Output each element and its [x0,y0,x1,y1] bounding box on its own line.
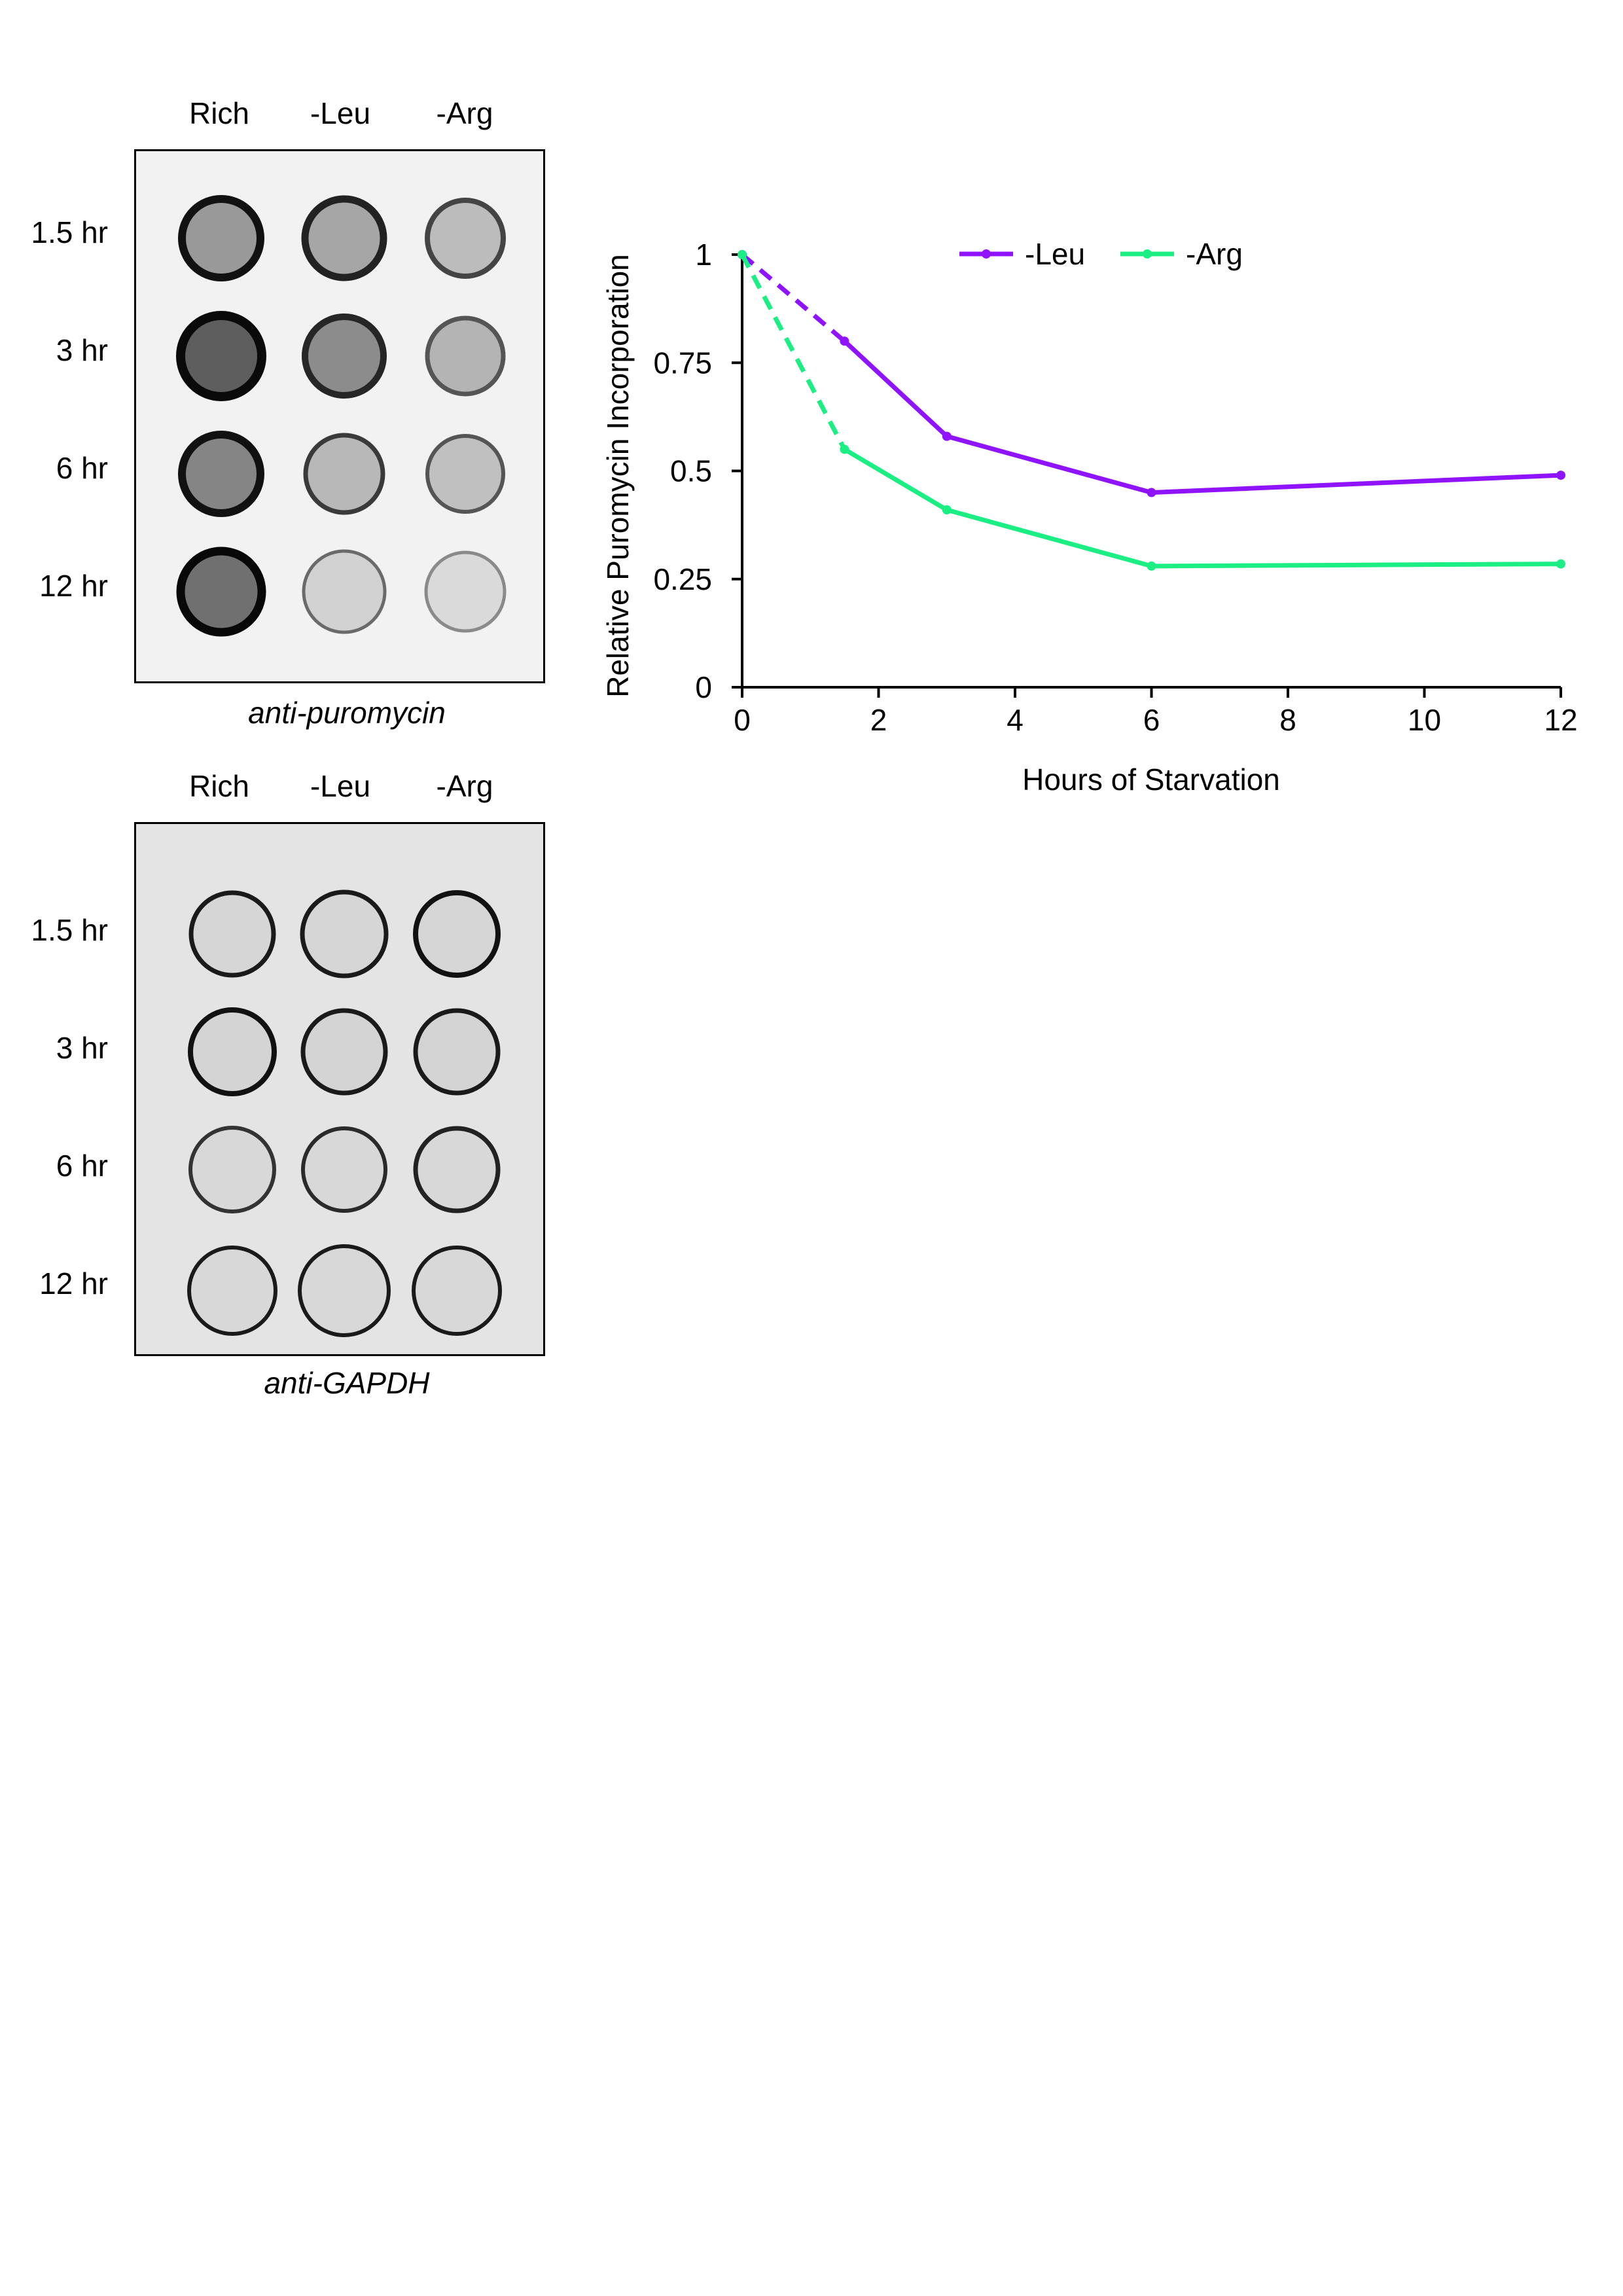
chart-x-tick-label: 8 [1279,703,1296,737]
blot-bottom-row-label: 12 hr [39,1266,108,1300]
blot-dot [178,431,264,517]
chart-data-point [1556,471,1565,480]
chart-x-tick-label: 6 [1143,703,1160,737]
chart-x-tick-label: 0 [734,703,751,737]
blot-dot [413,1008,501,1096]
blot-bottom-row-label: 1.5 hr [31,913,108,947]
blot-bottom-dots [187,889,502,1337]
chart-data-point [942,505,952,514]
blot-bottom-col-label: -Leu [310,769,371,803]
blot-bottom-membrane [134,822,545,1356]
chart-data-point [1147,488,1156,497]
blot-top-row-label: 6 hr [56,451,108,485]
line-chart: 0 2 4 6 8 10 12 0 0.25 0.5 0.75 1 -Leu -Arg Hours of… [601,237,1578,797]
chart-x-tick-label: 12 [1544,703,1577,737]
chart-y-tick-label: 0.5 [670,454,712,488]
blot-bottom-row-label: 3 hr [56,1031,108,1065]
blot-dot [300,889,389,978]
chart-series [738,250,1565,571]
chart-x-tick-label: 4 [1007,703,1024,737]
chart-legend: -Leu -Arg [959,237,1243,271]
blot-dot [413,1126,501,1213]
blot-top-membrane [134,149,545,683]
chart-data-point [840,336,849,346]
chart-data-point [942,431,952,441]
blot-dot [300,1008,388,1096]
blot-dot [298,1244,391,1337]
blot-dot [413,890,501,978]
chart-y-tick-label: 1 [695,238,712,272]
chart-data-point [738,250,747,259]
blot-top-row-label: 3 hr [56,333,108,367]
chart-legend-label: -Leu [1025,237,1085,271]
blot-top-col-label: -Arg [436,96,493,130]
blot-dot [301,1126,387,1213]
chart-legend-marker [1143,249,1152,259]
blot-dot [188,890,276,978]
chart-series-segment [944,434,1154,495]
blot-dot [301,195,387,281]
blot-bottom-col-label: Rich [188,769,250,803]
chart-y-tick-label: 0.25 [653,562,712,596]
blot-bottom-row-label: 6 hr [56,1149,108,1183]
chart-series-segment [1149,562,1563,569]
blot-dot [302,549,387,634]
blot-dot [425,434,505,514]
blot-dot [187,1246,277,1336]
chart-series-segment [1149,473,1563,495]
blot-top-row-label: 12 hr [39,569,108,603]
blot-dot [176,547,266,637]
chart-y-tick-label: 0 [695,670,712,704]
blot-dot [176,311,266,401]
blot-dot [412,1246,502,1336]
chart-data-point [1147,561,1156,571]
blot-bottom-col-label: -Arg [436,769,493,803]
chart-legend-marker [982,249,991,259]
chart-y-tick-label: 0.75 [653,346,712,380]
blot-top-dots [176,195,507,637]
blot-dot [188,1007,277,1096]
blot-top-caption: anti-puromycin [248,696,446,730]
chart-legend-label: -Arg [1186,237,1243,271]
blot-top-col-label: -Leu [310,96,371,130]
chart-series-segment [842,446,950,512]
chart-data-point [1556,559,1565,569]
chart-series-segment [740,253,847,451]
chart-series-segment [740,253,846,343]
chart-axes: 0 2 4 6 8 10 12 0 0.25 0.5 0.75 1 [653,238,1577,737]
blot-bottom-caption: anti-GAPDH [264,1366,430,1400]
chart-series-segment [944,507,1154,569]
blot-dot [425,315,506,397]
chart-y-axis-label: Relative Puromycin Incorporation [601,254,635,698]
blot-dot [303,433,385,515]
blot-dot [424,550,507,633]
blot-top-col-label: Rich [188,96,250,130]
blot-top-row-label: 1.5 hr [31,215,108,249]
blot-dot [302,314,387,399]
chart-x-tick-label: 10 [1408,703,1441,737]
chart-series-segment [842,338,950,439]
chart-x-axis-label: Hours of Starvation [1022,762,1280,797]
chart-x-tick-label: 2 [870,703,887,737]
chart-data-point [840,444,849,454]
blot-dot [425,198,506,279]
blot-dot [178,195,264,281]
blot-dot [188,1126,276,1213]
